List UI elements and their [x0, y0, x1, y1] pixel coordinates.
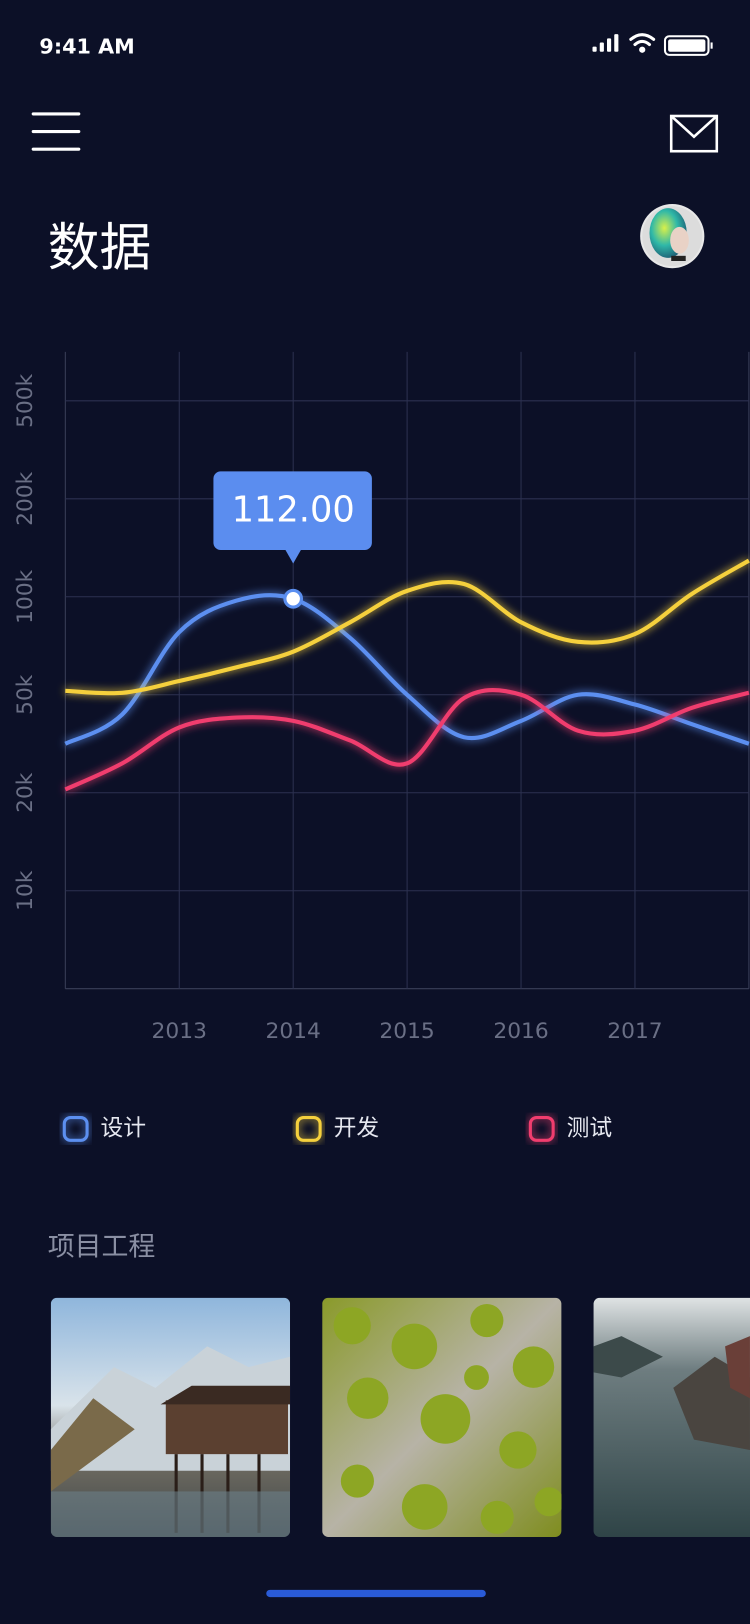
y-tick-label: 20k	[13, 772, 38, 813]
series-line	[64, 593, 750, 746]
project-card[interactable]	[593, 1297, 750, 1537]
status-time: 9:41 AM	[39, 35, 134, 59]
battery-icon	[663, 35, 713, 56]
tooltip-box	[213, 471, 372, 551]
legend-label: 测试	[567, 1115, 613, 1141]
section-title: 项目工程	[48, 1232, 156, 1263]
home-indicator	[266, 1589, 486, 1598]
y-tick-label: 200k	[13, 471, 38, 526]
legend-swatch	[528, 1115, 555, 1142]
line-chart: 10k 20k 50k 100k 200k 500k 2013 2014 2015 2016 201…	[13, 351, 750, 1044]
x-tick-label: 2017	[607, 1019, 662, 1044]
menu-button[interactable]	[31, 112, 81, 151]
project-card[interactable]	[322, 1297, 563, 1537]
legend-label: 设计	[101, 1115, 147, 1141]
mail-button[interactable]	[669, 114, 719, 153]
project-card[interactable]	[50, 1297, 291, 1537]
legend: 设计 开发 测试	[62, 1115, 613, 1142]
y-tick-label: 50k	[13, 674, 38, 715]
x-tick-label: 2013	[152, 1019, 207, 1044]
avatar[interactable]	[640, 204, 705, 269]
y-tick-label: 500k	[13, 373, 38, 428]
tooltip-pointer	[284, 549, 302, 564]
highlight-point	[283, 588, 304, 609]
wifi-icon	[629, 33, 656, 53]
tooltip-text: 112.00	[232, 490, 355, 531]
x-tick-label: 2014	[265, 1019, 320, 1044]
x-tick-label: 2015	[379, 1019, 434, 1044]
series-line	[65, 558, 750, 696]
legend-swatch	[295, 1115, 322, 1142]
signal-icon	[592, 34, 619, 52]
legend-label: 开发	[334, 1115, 380, 1141]
y-tick-label: 100k	[13, 569, 38, 624]
series-line	[64, 687, 750, 792]
y-tick-label: 10k	[13, 870, 38, 911]
legend-swatch	[62, 1115, 89, 1142]
x-tick-label: 2016	[493, 1019, 548, 1044]
page-title: 数据	[48, 219, 152, 279]
